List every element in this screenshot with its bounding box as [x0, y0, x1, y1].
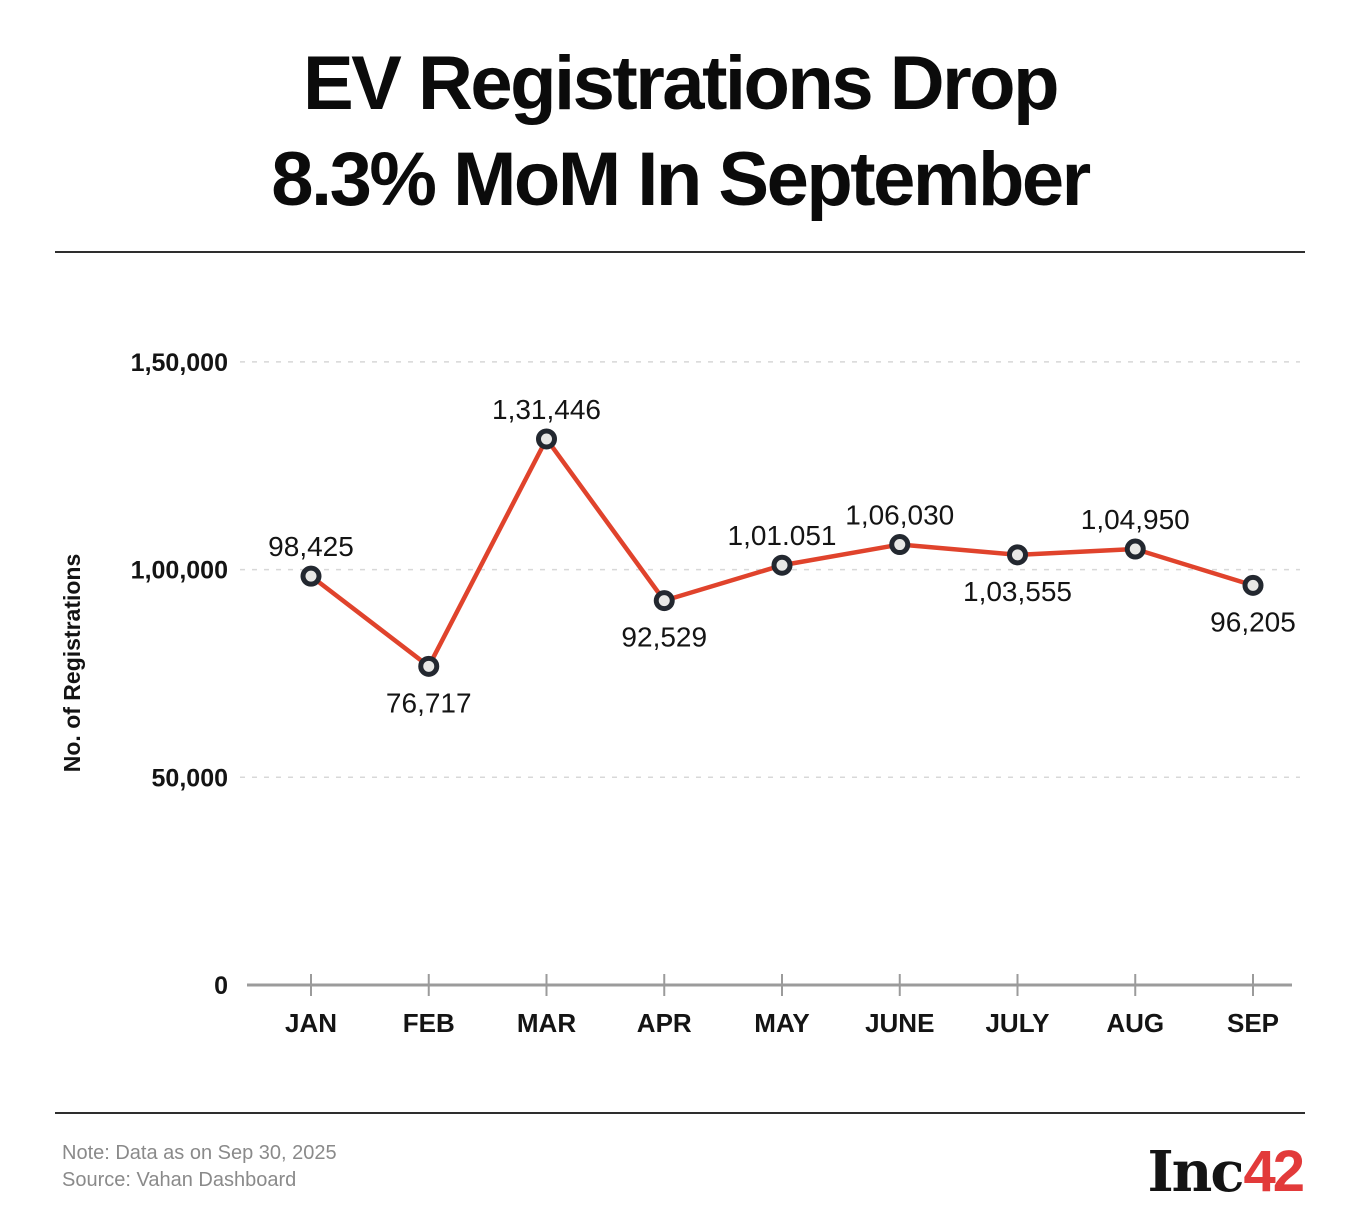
logo-black-text: Inc — [1147, 1139, 1244, 1205]
data-point-marker — [1242, 574, 1264, 596]
x-axis-month-label: SEP — [1227, 1008, 1279, 1038]
footer-note: Note: Data as on Sep 30, 2025 Source: Va… — [62, 1140, 337, 1194]
data-point-marker — [1007, 544, 1028, 566]
data-point-label: 96,205 — [1210, 606, 1296, 637]
x-axis-month-label: JULY — [985, 1008, 1049, 1038]
source-text: Source: Vahan Dashboard — [62, 1169, 297, 1191]
data-point-label: 1,31,446 — [492, 394, 601, 425]
data-point-label: 98,425 — [268, 531, 354, 562]
data-point-label: 1,03,555 — [963, 576, 1072, 607]
inc42-logo: Inc 42 — [1147, 1138, 1305, 1205]
title-divider — [55, 251, 1305, 253]
data-point-marker — [536, 428, 557, 450]
chart-title-line1: EV Registrations Drop — [302, 41, 1060, 126]
data-point-marker — [653, 590, 675, 612]
data-point-label: 1,01.051 — [728, 520, 837, 551]
x-axis-month-label: APR — [637, 1008, 692, 1038]
footer-divider — [55, 1112, 1305, 1114]
data-point-label: 1,06,030 — [845, 500, 954, 531]
data-point-marker — [889, 534, 911, 556]
x-axis-month-label: AUG — [1106, 1008, 1164, 1038]
x-axis-month-label: JUNE — [865, 1008, 934, 1038]
data-point-label: 92,529 — [621, 622, 707, 653]
logo-red-text: 42 — [1243, 1139, 1304, 1204]
chart-title-line2: 8.3% MoM In September — [271, 136, 1091, 222]
x-axis-month-label: FEB — [403, 1008, 455, 1038]
y-axis-tick-label: 1,00,000 — [131, 557, 228, 585]
data-point-marker — [771, 554, 793, 576]
y-axis-tick-label: 1,50,000 — [131, 349, 228, 377]
chart-title: EV Registrations Drop 8.3% MoM In Septem… — [0, 36, 1360, 228]
data-point-label: 76,717 — [386, 687, 472, 718]
data-point-marker — [1124, 538, 1146, 560]
x-axis-month-label: MAR — [517, 1008, 576, 1038]
y-axis-tick-label: 50,000 — [152, 764, 228, 792]
y-axis-tick-label: 0 — [214, 972, 228, 1000]
y-axis-title: No. of Registrations — [59, 554, 85, 773]
data-point-marker — [418, 655, 440, 677]
data-line — [309, 436, 1254, 669]
x-axis-month-label: JAN — [285, 1008, 337, 1038]
data-point-label: 1,04,950 — [1081, 504, 1190, 535]
note-text: Note: Data as on Sep 30, 2025 — [62, 1142, 337, 1164]
data-point-marker — [300, 565, 322, 587]
x-axis-month-label: MAY — [754, 1008, 809, 1038]
